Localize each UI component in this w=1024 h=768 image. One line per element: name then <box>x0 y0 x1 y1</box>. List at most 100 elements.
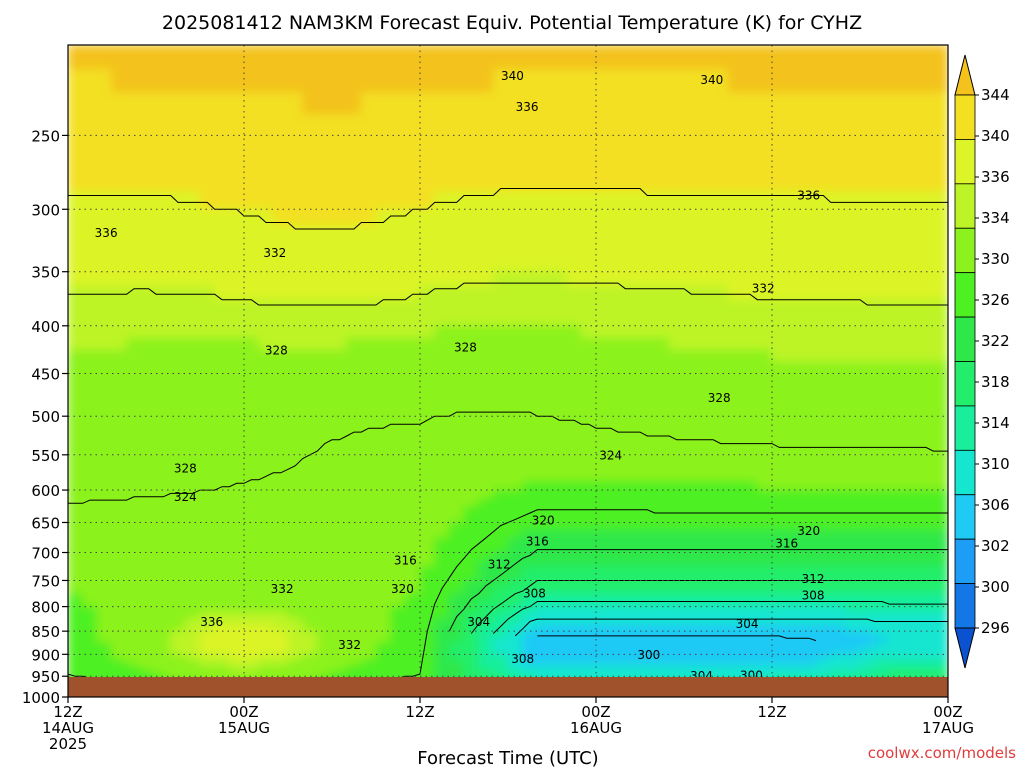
field-cell <box>536 506 553 516</box>
field-cell <box>111 606 128 614</box>
field-cell <box>258 225 274 243</box>
field-cell <box>346 405 362 417</box>
field-cell <box>478 256 494 273</box>
field-cell <box>654 497 670 508</box>
field-cell <box>727 361 744 375</box>
field-cell <box>624 325 641 339</box>
field-cell <box>668 134 685 156</box>
field-cell <box>712 384 729 396</box>
field-cell <box>346 630 362 638</box>
field-cell <box>302 497 318 508</box>
field-cell <box>639 114 656 136</box>
field-cell <box>536 586 553 595</box>
field-cell <box>404 361 421 375</box>
field-cell <box>742 573 758 581</box>
field-cell <box>111 444 128 456</box>
field-cell <box>155 489 172 499</box>
field-cell <box>126 593 142 601</box>
field-cell <box>126 506 142 516</box>
field-cell <box>551 45 568 71</box>
field-cell <box>624 191 641 210</box>
field-cell <box>199 256 216 273</box>
field-cell <box>82 415 98 427</box>
field-cell <box>888 444 905 456</box>
colorbar-bottom-arrow <box>954 627 976 669</box>
field-cell <box>551 241 568 258</box>
field-cell <box>82 373 98 386</box>
field-cell <box>463 566 480 575</box>
field-cell <box>786 92 802 116</box>
field-cell <box>228 435 245 446</box>
field-cell <box>243 191 260 210</box>
field-cell <box>712 659 729 666</box>
field-cell <box>580 612 597 620</box>
field-cell <box>96 173 113 193</box>
field-cell <box>492 593 509 601</box>
field-cell <box>507 481 524 491</box>
field-cell <box>654 642 670 650</box>
field-cell <box>830 325 846 339</box>
field-cell <box>214 225 230 243</box>
field-cell <box>786 173 802 193</box>
field-cell <box>800 675 817 677</box>
field-cell <box>316 566 333 575</box>
field-cell <box>859 636 876 644</box>
field-cell <box>536 636 553 644</box>
field-cell <box>287 394 304 407</box>
field-cell <box>478 325 494 339</box>
field-cell <box>302 271 318 287</box>
field-cell <box>184 599 201 608</box>
field-cell <box>566 514 582 523</box>
field-cell <box>68 670 84 677</box>
field-cell <box>155 618 172 626</box>
field-cell <box>903 630 920 638</box>
field-cell <box>668 337 685 351</box>
field-cell <box>390 225 406 243</box>
field-cell <box>903 299 920 314</box>
field-cell <box>68 114 84 136</box>
field-cell <box>419 630 436 638</box>
field-cell <box>331 630 348 638</box>
field-cell <box>712 444 729 456</box>
field-cell <box>448 552 465 561</box>
field-cell <box>932 670 948 677</box>
contour-line <box>68 411 948 504</box>
field-cell <box>346 599 362 608</box>
field-cell <box>448 256 465 273</box>
field-cell <box>434 454 450 465</box>
field-cell <box>800 606 817 614</box>
field-cell <box>184 586 201 595</box>
field-cell <box>419 325 436 339</box>
field-cell <box>331 653 348 661</box>
field-cell <box>610 612 626 620</box>
field-cell <box>639 92 656 116</box>
field-cell <box>316 349 333 363</box>
field-cell <box>536 642 553 650</box>
field-cell <box>668 642 685 650</box>
field-cell <box>287 544 304 554</box>
field-cell <box>478 225 494 243</box>
field-cell <box>800 670 817 677</box>
field-cell <box>639 642 656 650</box>
x-axis-label: Forecast Time (UTC) <box>417 748 598 768</box>
field-cell <box>756 636 773 644</box>
field-cell <box>82 642 98 650</box>
field-cell <box>639 586 656 595</box>
field-cell <box>258 271 274 287</box>
field-cell <box>903 415 920 427</box>
field-cell <box>624 361 641 375</box>
field-cell <box>316 675 333 677</box>
field-cell <box>68 337 84 351</box>
field-cell <box>404 497 421 508</box>
field-cell <box>639 173 656 193</box>
field-cell <box>639 208 656 227</box>
field-cell <box>287 154 304 175</box>
field-cell <box>448 405 465 417</box>
field-cell <box>302 463 318 474</box>
field-cell <box>287 208 304 227</box>
field-cell <box>492 573 509 581</box>
field-cell <box>214 454 230 465</box>
field-cell <box>595 435 612 446</box>
field-cell <box>360 114 377 136</box>
field-cell <box>756 624 773 632</box>
